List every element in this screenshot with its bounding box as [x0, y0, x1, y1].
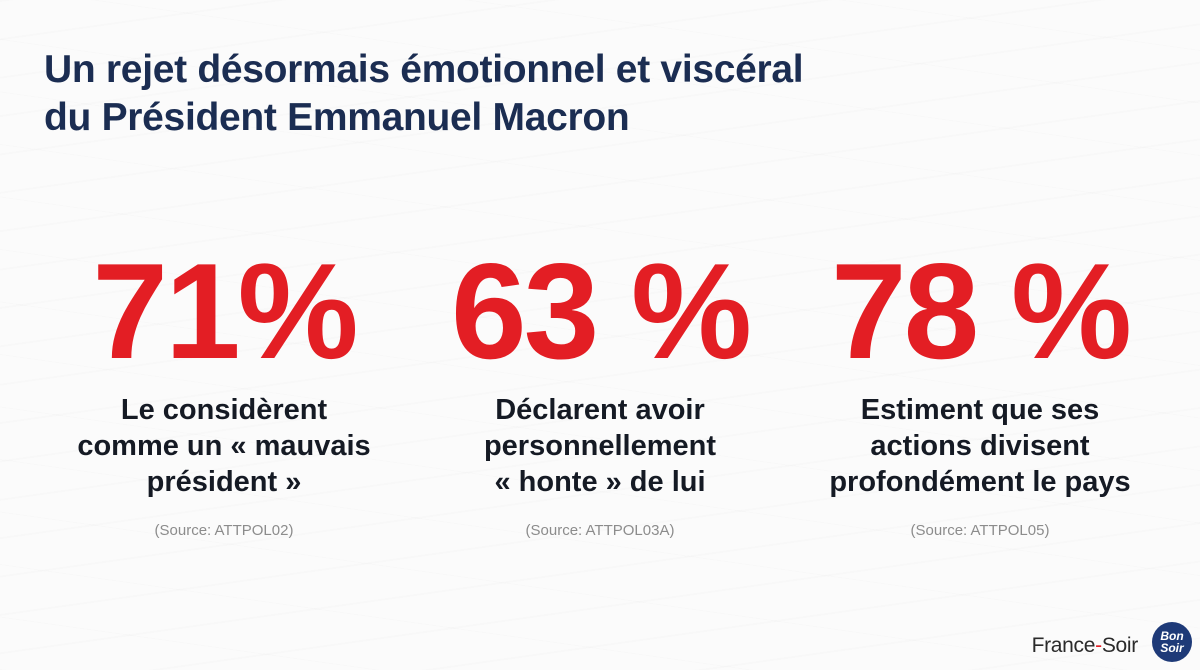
slide-title: Un rejet désormais émotionnel et viscéra…: [44, 46, 804, 142]
stat-source: (Source: ATTPOL03A): [525, 522, 675, 539]
stat-source: (Source: ATTPOL02): [154, 522, 294, 539]
stat-block-shame: 63 % Déclarent avoir personnellement « h…: [410, 236, 790, 539]
stat-block-bad-president: 71% Le considèrent comme un « mauvais pr…: [34, 236, 414, 539]
brand-dash: -: [1095, 634, 1102, 657]
stat-description: Déclarent avoir personnellement « honte …: [483, 394, 717, 498]
brand-part-1: France: [1031, 634, 1096, 657]
stat-value: 78 %: [831, 235, 1132, 387]
stat-source: (Source: ATTPOL05): [910, 522, 1050, 539]
brand-part-2: Soir: [1101, 634, 1138, 657]
stat-description: Estiment que ses actions divisent profon…: [829, 394, 1131, 498]
france-soir-logo: France-Soir: [1031, 634, 1139, 658]
stat-value: 71%: [92, 235, 358, 387]
badge-label: Bon Soir: [1160, 629, 1184, 655]
stat-value: 63 %: [451, 235, 752, 387]
title-line-2: du Président Emmanuel Macron: [44, 96, 630, 139]
title-line-1: Un rejet désormais émotionnel et viscéra…: [44, 48, 804, 91]
stat-description: Le considèrent comme un « mauvais présid…: [77, 394, 371, 498]
stat-block-divisive: 78 % Estiment que ses actions divisent p…: [790, 236, 1170, 539]
bon-soir-badge-icon: Bon Soir: [1152, 622, 1192, 662]
